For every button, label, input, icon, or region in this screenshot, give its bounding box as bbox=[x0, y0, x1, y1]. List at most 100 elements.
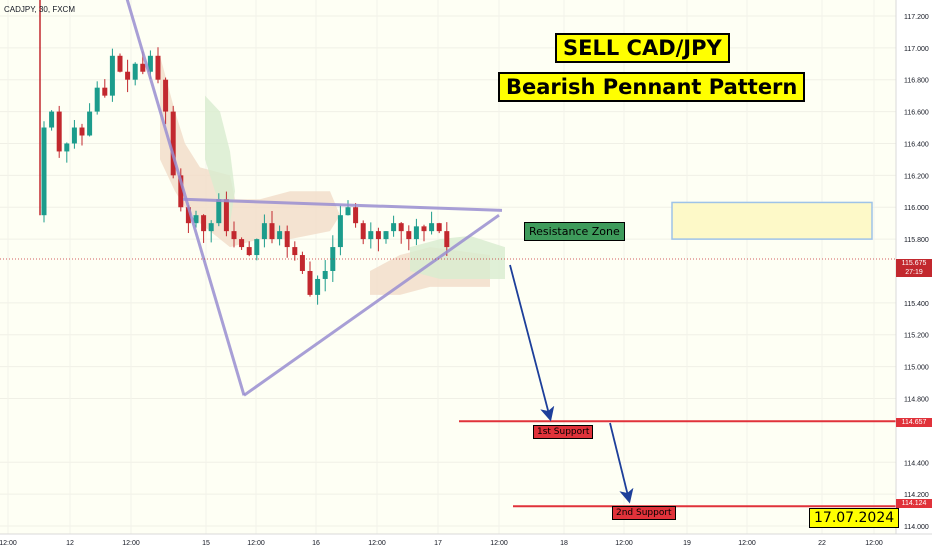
y-tick-label: 114.000 bbox=[904, 524, 929, 531]
candle-body bbox=[193, 215, 199, 224]
candle-body bbox=[284, 231, 290, 248]
countdown-value: 27:19 bbox=[905, 269, 923, 276]
x-tick-label: 12:00 bbox=[615, 540, 633, 547]
grid bbox=[0, 0, 896, 534]
candle-body bbox=[299, 255, 305, 271]
candle-body bbox=[201, 215, 207, 232]
support-lines bbox=[0, 258, 896, 508]
y-tick-label: 114.800 bbox=[904, 397, 929, 404]
candle-body bbox=[383, 231, 389, 240]
pennant-lower-line bbox=[243, 213, 500, 397]
candle-body bbox=[155, 55, 161, 80]
candle-body bbox=[94, 87, 100, 112]
candle-body bbox=[436, 223, 442, 232]
x-tick-label: 12:00 bbox=[368, 540, 386, 547]
symbol-label: CADJPY, 30, FXCM bbox=[4, 5, 75, 14]
candle-body bbox=[64, 143, 70, 152]
y-tick-label: 117.200 bbox=[904, 14, 929, 21]
current-price-badge: 115.675 27:19 bbox=[896, 259, 932, 277]
candle-body bbox=[375, 231, 381, 240]
x-tick-label: 19 bbox=[683, 540, 691, 547]
x-tick-label: 12:00 bbox=[738, 540, 756, 547]
x-tick-label: 16 bbox=[312, 540, 320, 547]
candle-body bbox=[429, 223, 435, 232]
y-tick-label: 116.400 bbox=[904, 141, 929, 148]
x-tick-label: 17 bbox=[434, 540, 442, 547]
candle-body bbox=[277, 231, 283, 240]
y-tick-label: 116.200 bbox=[904, 173, 929, 180]
x-tick-label: 12:00 bbox=[0, 540, 17, 547]
candle-body bbox=[56, 111, 62, 152]
candle-body bbox=[170, 111, 176, 176]
x-tick-label: 18 bbox=[560, 540, 568, 547]
x-tick-label: 15 bbox=[202, 540, 210, 547]
candle-body bbox=[406, 231, 412, 240]
resistance-zone-label: Resistance Zone bbox=[524, 222, 625, 241]
x-tick-label: 12 bbox=[66, 540, 74, 547]
candle-body bbox=[360, 223, 366, 240]
candle-body bbox=[368, 231, 374, 240]
candle-body bbox=[315, 278, 321, 295]
title-sell: SELL CAD/JPY bbox=[555, 33, 730, 63]
candle-body bbox=[231, 231, 237, 240]
candle-body bbox=[178, 175, 184, 208]
cloud-bull bbox=[205, 95, 235, 224]
x-tick-label: 22 bbox=[818, 540, 826, 547]
candle-body bbox=[79, 127, 85, 136]
support1-price-badge: 114.657 bbox=[896, 418, 932, 427]
y-tick-label: 116.000 bbox=[904, 205, 929, 212]
candle-body bbox=[330, 247, 336, 271]
candle-body bbox=[41, 127, 47, 216]
candle-body bbox=[125, 71, 131, 80]
candle-body bbox=[292, 247, 298, 256]
support2-label: 2nd Support bbox=[612, 506, 676, 520]
candle-body bbox=[413, 226, 419, 240]
x-tick-label: 12:00 bbox=[490, 540, 508, 547]
support2-price-badge: 114.124 bbox=[896, 499, 932, 508]
candle-body bbox=[71, 127, 77, 144]
projection-arrows bbox=[509, 264, 634, 504]
candle-body bbox=[345, 207, 351, 216]
candle-body bbox=[185, 207, 191, 224]
pennant-pole-line bbox=[125, 0, 246, 396]
candle-body bbox=[337, 215, 343, 248]
candle-body bbox=[254, 239, 260, 256]
candle-body bbox=[391, 223, 397, 232]
pennant-lines bbox=[125, 0, 503, 397]
candle-body bbox=[223, 199, 229, 232]
date-label: 17.07.2024 bbox=[809, 508, 900, 528]
candle-body bbox=[216, 199, 222, 224]
candle-body bbox=[398, 223, 404, 232]
y-tick-label: 117.000 bbox=[904, 46, 929, 53]
candle-body bbox=[353, 207, 359, 224]
x-tick-label: 12:00 bbox=[122, 540, 140, 547]
pennant-upper-line bbox=[182, 197, 503, 212]
y-tick-label: 115.000 bbox=[904, 365, 929, 372]
candle-body bbox=[208, 223, 214, 232]
candle-body bbox=[421, 226, 427, 232]
candle-body bbox=[239, 239, 245, 248]
candle-body bbox=[269, 223, 275, 240]
y-tick-label: 116.800 bbox=[904, 78, 929, 85]
candle-body bbox=[163, 79, 169, 112]
x-tick-label: 12:00 bbox=[247, 540, 265, 547]
cloud-bull bbox=[410, 235, 505, 279]
resistance-zone-box bbox=[671, 201, 873, 240]
candle-body bbox=[322, 270, 328, 279]
candle-body bbox=[307, 270, 313, 295]
resistance-zone-rect bbox=[671, 201, 873, 240]
y-tick-label: 114.200 bbox=[904, 492, 929, 499]
candles bbox=[39, 0, 450, 305]
candle-body bbox=[102, 87, 108, 96]
arrow-to-support1 bbox=[509, 264, 555, 422]
title-pattern: Bearish Pennant Pattern bbox=[498, 72, 806, 102]
candle-body bbox=[444, 231, 450, 248]
y-tick-label: 114.400 bbox=[904, 460, 929, 467]
candle-body bbox=[140, 63, 146, 72]
candle-body bbox=[147, 55, 153, 72]
candle-body bbox=[49, 111, 55, 128]
current-price-value: 115.675 bbox=[901, 260, 927, 267]
y-tick-label: 115.800 bbox=[904, 237, 929, 244]
candle-body bbox=[132, 63, 138, 80]
